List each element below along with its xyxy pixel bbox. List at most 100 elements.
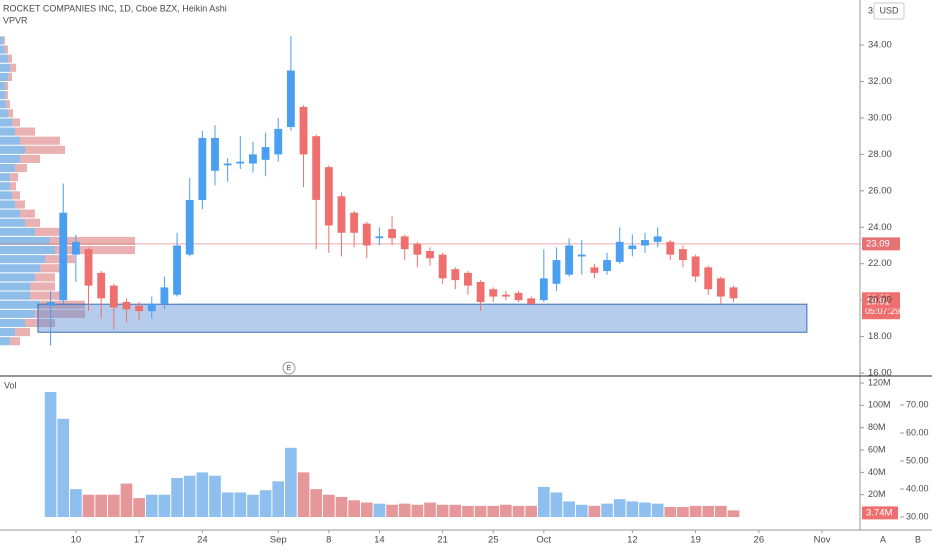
profile-up — [0, 318, 25, 328]
profile-down — [25, 218, 40, 227]
profile-down — [55, 246, 135, 255]
profile-up — [0, 227, 35, 236]
candle-body — [716, 278, 725, 297]
volume-bar — [310, 489, 322, 518]
y2-tick-label: 30.00 — [906, 511, 929, 521]
volume-bar — [120, 483, 133, 518]
profile-up — [0, 118, 12, 127]
volume-bar — [626, 501, 639, 518]
volume-bar — [70, 489, 82, 518]
candle-body — [274, 128, 283, 155]
candle-body — [223, 163, 232, 166]
candle-body — [653, 236, 662, 242]
candle-body — [122, 302, 131, 310]
candle-body — [84, 249, 93, 286]
y-tick-label: 26.00 — [868, 185, 892, 196]
volume-bar — [462, 505, 474, 518]
candle-body — [565, 245, 574, 275]
x-tick-label: 24 — [197, 535, 208, 546]
price-label-box — [862, 295, 900, 309]
candle-body — [198, 137, 207, 200]
candle-body — [299, 106, 308, 155]
candle-body — [135, 305, 144, 312]
candle-body — [464, 272, 472, 286]
currency[interactable]: USD — [879, 5, 899, 15]
profile-down — [20, 209, 35, 218]
volume-bar — [348, 500, 360, 518]
profile-down — [25, 145, 65, 154]
volume-bar — [411, 504, 424, 518]
currency-button[interactable] — [873, 2, 905, 20]
volume-bar — [171, 477, 183, 518]
profile-up — [0, 209, 20, 218]
profile-down — [35, 273, 55, 282]
candle-body — [324, 167, 333, 226]
y-tick-label: 30.00 — [868, 112, 892, 123]
profile-down — [5, 45, 8, 54]
profile-down — [3, 36, 5, 45]
volume-bars: 3.74M — [44, 391, 898, 520]
profile-down — [5, 81, 8, 91]
volume-tick-label: 120M — [868, 377, 891, 387]
volume-bar — [95, 494, 107, 518]
volume-bar — [512, 505, 525, 518]
profile-up — [0, 81, 5, 91]
profile-down — [20, 154, 40, 163]
candle-body — [375, 236, 384, 239]
scale-button[interactable]: B — [915, 534, 921, 544]
profile-up — [0, 54, 8, 63]
profile-down — [15, 328, 30, 337]
y-tick-label: 20.00 — [868, 295, 892, 306]
volume-bar — [145, 494, 158, 518]
profile-down — [25, 318, 55, 328]
volume-tick-label: 100M — [868, 400, 891, 410]
x-tick-label: 26 — [754, 535, 765, 546]
x-tick-label: Oct — [536, 535, 551, 546]
profile-down — [15, 200, 25, 209]
volume-bar — [715, 505, 727, 518]
volume-bar — [538, 486, 550, 518]
volume-bar — [474, 505, 487, 518]
price-label-box — [862, 237, 900, 251]
profile-up — [0, 109, 8, 118]
volume-tick-label: 40M — [868, 467, 886, 477]
y-tick-label: 16.00 — [868, 368, 892, 379]
volume-bar — [386, 504, 398, 518]
profile-up — [0, 273, 35, 282]
zone-box — [37, 303, 808, 333]
x-tick-label: 10 — [71, 535, 82, 546]
y2-tick-label: 40.00 — [906, 483, 929, 493]
event-marker-label[interactable]: E — [287, 365, 292, 372]
profile-down — [15, 127, 35, 136]
volume-bar — [601, 503, 613, 518]
profile-up — [0, 173, 10, 182]
profile-up — [0, 255, 45, 264]
volume-bar — [360, 502, 373, 518]
profile-down — [8, 54, 12, 63]
candle-body — [97, 272, 106, 299]
candle-body — [451, 269, 460, 281]
candle-body — [350, 212, 359, 233]
x-tick-label: 8 — [326, 535, 331, 546]
volume-bar — [335, 496, 348, 518]
candle-body — [109, 285, 118, 308]
candle-body — [312, 136, 321, 200]
volume-bar — [297, 472, 310, 518]
y-tick-label: 34.00 — [868, 40, 892, 51]
chart-title: ROCKET COMPANIES INC, 1D, Cboe BZX, Heik… — [3, 3, 227, 13]
volume-bar — [588, 505, 601, 518]
profile-down — [12, 191, 20, 200]
candle-body — [527, 298, 536, 304]
volume-bar — [436, 504, 449, 518]
candle-body — [501, 294, 510, 297]
candle-body — [514, 292, 523, 301]
indicator-label: VPVR — [3, 15, 28, 25]
volume-bar — [487, 505, 500, 518]
event-marker[interactable] — [282, 361, 296, 375]
auto-button[interactable]: A — [880, 534, 886, 544]
profile-up — [0, 236, 50, 246]
volume-bar — [664, 506, 677, 518]
candle-body — [590, 267, 599, 273]
